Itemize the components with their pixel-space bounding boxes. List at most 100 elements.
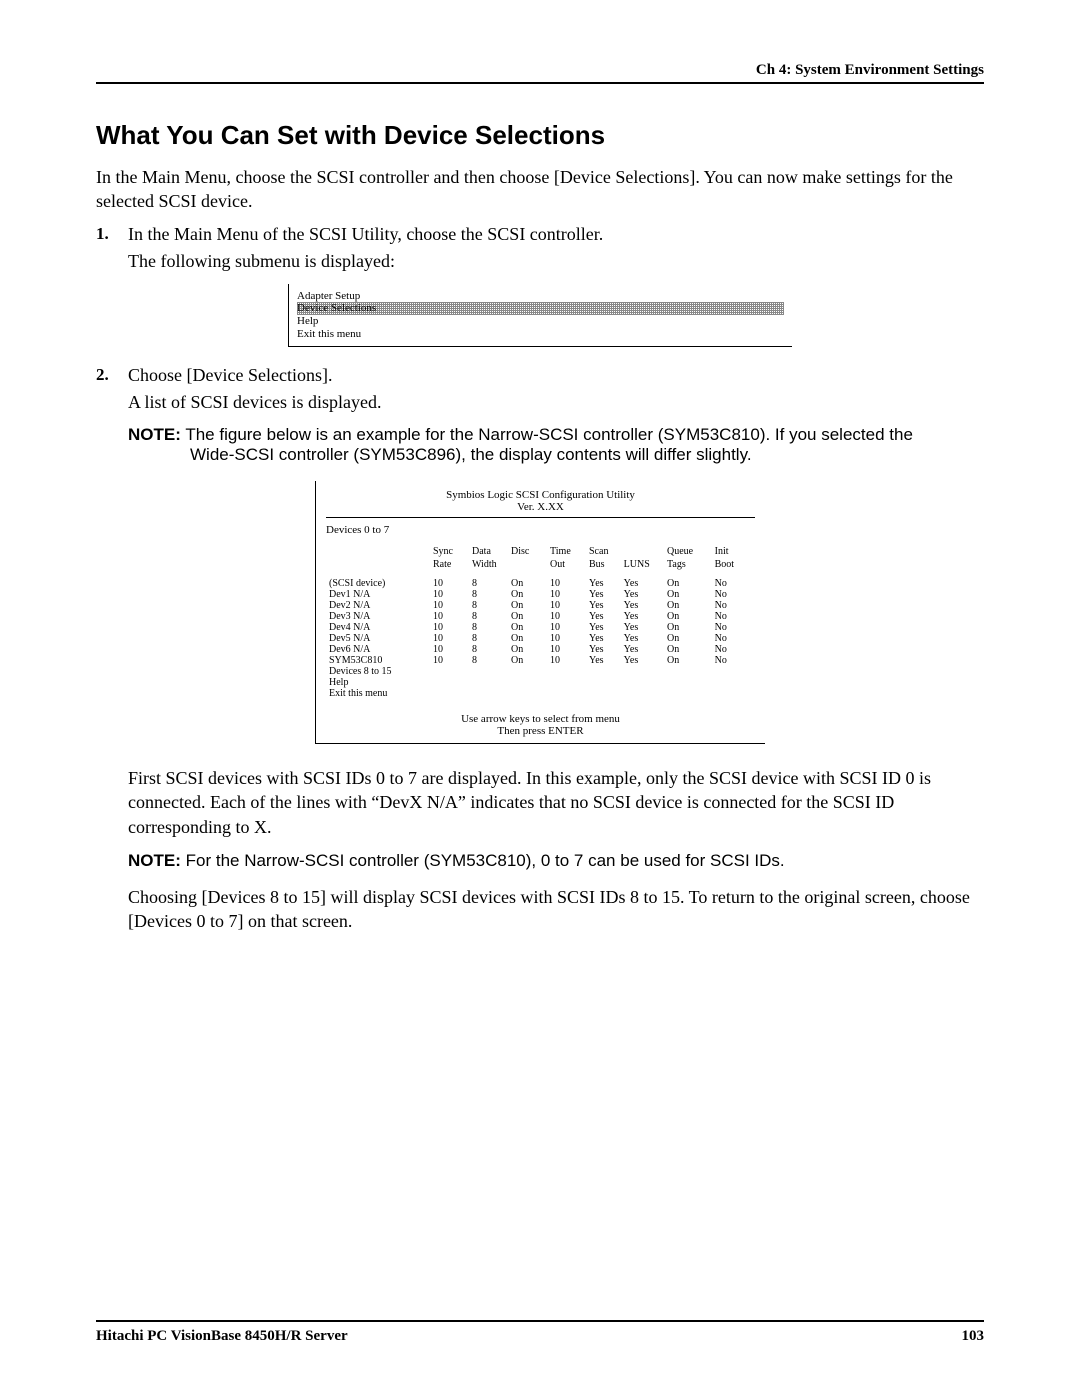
td: On (508, 622, 547, 633)
td: Dev1 N/A (326, 589, 430, 600)
step-1-text: In the Main Menu of the SCSI Utility, ch… (128, 224, 603, 245)
note-label: NOTE: (128, 851, 181, 870)
submenu-figure: Adapter Setup Device Selections Help Exi… (96, 284, 984, 348)
td: On (508, 589, 547, 600)
submenu-line-highlighted: Device Selections (297, 302, 784, 315)
td: On (508, 578, 547, 589)
table-header-row: Sync Data Disc Time Scan Queue Init (326, 546, 755, 559)
td: 10 (547, 589, 586, 600)
td: No (712, 655, 755, 666)
scsi-footer-1: Use arrow keys to select from menu (326, 713, 755, 725)
step-1-follow: The following submenu is displayed: (128, 251, 984, 272)
td: 8 (469, 611, 508, 622)
table-row: Dev2 N/A108On10YesYesOnNo (326, 600, 755, 611)
table-row: Dev1 N/A108On10YesYesOnNo (326, 589, 755, 600)
td: On (664, 633, 712, 644)
scsi-footer-2: Then press ENTER (326, 725, 755, 737)
td: 10 (430, 589, 469, 600)
td: Yes (586, 644, 621, 655)
th: Bus (586, 559, 621, 578)
td: Dev6 N/A (326, 644, 430, 655)
td: 10 (547, 622, 586, 633)
table-row: Dev3 N/A108On10YesYesOnNo (326, 611, 755, 622)
note-1-line2: Wide-SCSI controller (SYM53C896), the di… (190, 445, 984, 465)
td: 8 (469, 578, 508, 589)
td: 10 (430, 644, 469, 655)
td: Yes (586, 589, 621, 600)
th: LUNS (621, 559, 664, 578)
td: 10 (430, 622, 469, 633)
td: Yes (621, 611, 664, 622)
td: Yes (621, 655, 664, 666)
td: 8 (469, 622, 508, 633)
td: No (712, 611, 755, 622)
td: Dev4 N/A (326, 622, 430, 633)
td: Yes (621, 600, 664, 611)
td: On (664, 622, 712, 633)
td: On (664, 655, 712, 666)
td: On (508, 633, 547, 644)
td: On (664, 644, 712, 655)
td: Dev3 N/A (326, 611, 430, 622)
table-row: Dev6 N/A108On10YesYesOnNo (326, 644, 755, 655)
td: 8 (469, 589, 508, 600)
scsi-figure: Symbios Logic SCSI Configuration Utility… (96, 481, 984, 744)
table-row: Exit this menu (326, 688, 755, 699)
submenu-line: Help (297, 315, 784, 328)
td: Yes (621, 578, 664, 589)
step-2-follow: A list of SCSI devices is displayed. (128, 392, 984, 413)
table-row: (SCSI device)108On10YesYesOnNo (326, 578, 755, 589)
td: Yes (621, 633, 664, 644)
note-1-line1: The figure below is an example for the N… (185, 425, 913, 444)
td: Yes (621, 622, 664, 633)
td: On (664, 600, 712, 611)
section-title: What You Can Set with Device Selections (96, 120, 984, 151)
td: Yes (586, 622, 621, 633)
td: No (712, 644, 755, 655)
td: On (664, 589, 712, 600)
paragraph-2: Choosing [Devices 8 to 15] will display … (128, 885, 984, 934)
table-row: Dev4 N/A108On10YesYesOnNo (326, 622, 755, 633)
td: On (664, 578, 712, 589)
td: No (712, 578, 755, 589)
th (326, 546, 430, 559)
td: On (508, 611, 547, 622)
scsi-subtitle: Devices 0 to 7 (326, 524, 755, 536)
table-row: Devices 8 to 15 (326, 666, 755, 677)
note-2-text: For the Narrow-SCSI controller (SYM53C81… (186, 851, 785, 870)
td: 10 (430, 655, 469, 666)
td: Yes (621, 589, 664, 600)
step-2: 2. Choose [Device Selections]. (96, 365, 984, 386)
td: Yes (586, 611, 621, 622)
td: 10 (430, 578, 469, 589)
th: Time (547, 546, 586, 559)
td: (SCSI device) (326, 578, 430, 589)
th: Boot (712, 559, 755, 578)
th: Data (469, 546, 508, 559)
td: 10 (547, 578, 586, 589)
step-1: 1. In the Main Menu of the SCSI Utility,… (96, 224, 984, 245)
td: On (508, 655, 547, 666)
note-label: NOTE: (128, 425, 181, 444)
td: Yes (586, 655, 621, 666)
td: 10 (430, 600, 469, 611)
td: 10 (547, 600, 586, 611)
td: Dev2 N/A (326, 600, 430, 611)
step-1-number: 1. (96, 224, 114, 245)
th: Scan (586, 546, 664, 559)
th: Tags (664, 559, 712, 578)
th (326, 559, 430, 578)
note-2: NOTE: For the Narrow-SCSI controller (SY… (128, 851, 984, 871)
chapter-label: Ch 4: System Environment Settings (96, 62, 984, 79)
td: SYM53C810 (326, 655, 430, 666)
td: On (664, 611, 712, 622)
td: Yes (621, 644, 664, 655)
submenu-line: Adapter Setup (297, 290, 784, 303)
step-2-text: Choose [Device Selections]. (128, 365, 332, 386)
td: 10 (430, 633, 469, 644)
td: 8 (469, 655, 508, 666)
footer-page-number: 103 (962, 1328, 985, 1345)
td: 8 (469, 600, 508, 611)
td: 8 (469, 633, 508, 644)
th: Sync (430, 546, 469, 559)
